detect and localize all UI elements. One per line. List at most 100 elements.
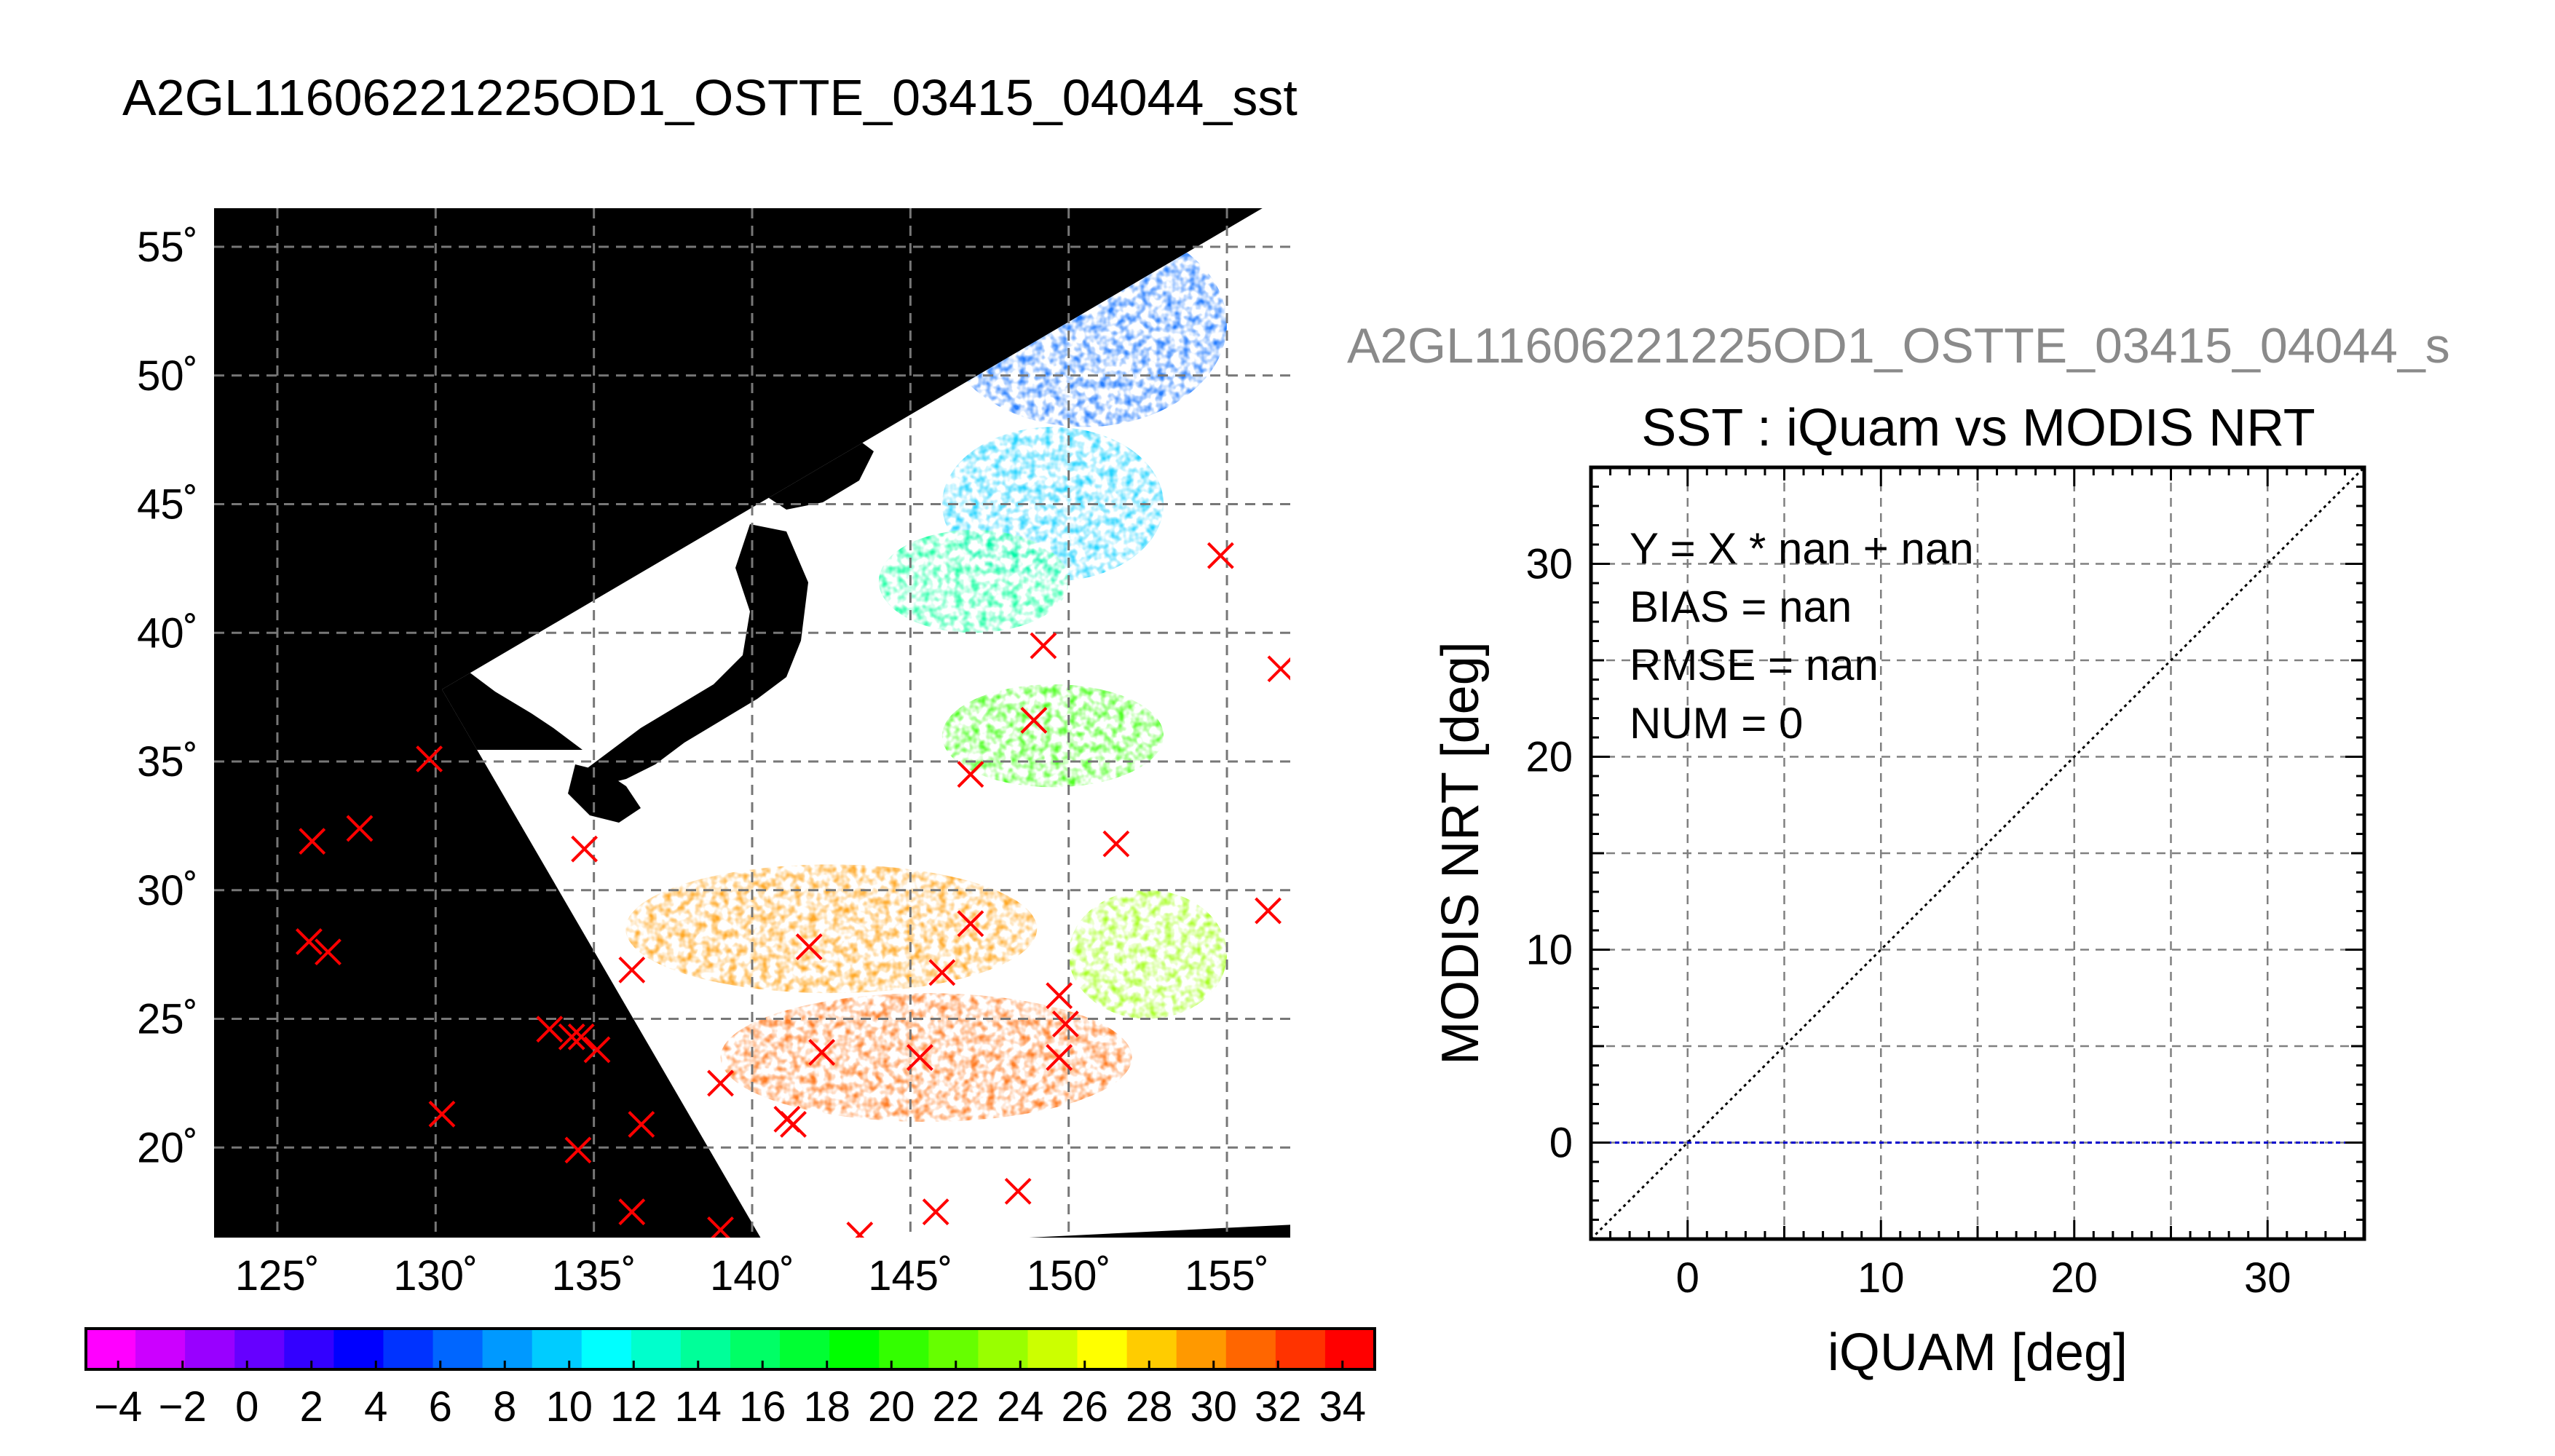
colorbar-tick-label: 16 (739, 1383, 786, 1431)
iquam-marker (295, 928, 323, 955)
land-honshu (583, 524, 808, 786)
iquam-marker (1046, 1044, 1073, 1071)
map-y-tick-label: 25˚ (137, 996, 198, 1043)
colorbar-tick-label: 26 (1061, 1383, 1108, 1431)
colorbar-tick-label: −2 (159, 1383, 207, 1431)
iquam-markers (295, 542, 1290, 1238)
colorbar-cell (1275, 1329, 1326, 1369)
colorbar-cell (780, 1329, 830, 1369)
colorbar-tick-label: 24 (997, 1383, 1044, 1431)
colorbar-tick-label: 28 (1126, 1383, 1173, 1431)
map-x-tick-label: 125˚ (235, 1252, 320, 1299)
colorbar-cell (1324, 1329, 1375, 1369)
iquam-marker (957, 910, 984, 938)
map-x-tick-label: 140˚ (710, 1252, 794, 1299)
iquam-marker (315, 938, 341, 966)
colorbar-tick-label: 4 (364, 1383, 387, 1431)
colorbar-cell (928, 1329, 979, 1369)
map-y-tick-labels: 20˚ 25˚ 30˚ 35˚ 40˚ 45˚ 50˚ 55˚ (137, 223, 198, 1171)
map-grid (214, 208, 1290, 1238)
colorbar-tick-label: 34 (1319, 1383, 1366, 1431)
scatter-series (1590, 466, 2366, 1241)
iquam-marker (1255, 897, 1282, 925)
scatter-frame (1589, 465, 2366, 1241)
iquam-marker (1267, 655, 1290, 683)
iquam-marker (922, 1198, 949, 1226)
colorbar-cell (829, 1329, 880, 1369)
colorbar-cell (234, 1329, 285, 1369)
sst-patch-4 (625, 864, 1038, 994)
scatter-stat-line: RMSE = nan (1630, 641, 1879, 689)
iquam-marker (707, 1069, 734, 1097)
sst-patch-2 (878, 529, 1069, 633)
sst-patch-6 (1068, 890, 1228, 1019)
colorbar-tick-label: 14 (674, 1383, 722, 1431)
scatter-x-tick-label: 30 (2244, 1254, 2291, 1302)
iquam-marker (583, 1036, 611, 1064)
colorbar-tick-label: 22 (932, 1383, 979, 1431)
colorbar-tick-label: 32 (1255, 1383, 1302, 1431)
iquam-marker (846, 1222, 874, 1238)
colorbar-tick-label: 8 (493, 1383, 516, 1431)
colorbar-tick-label: 18 (803, 1383, 850, 1431)
colorbar-cell (879, 1329, 929, 1369)
scatter-x-tick-label: 0 (1676, 1254, 1699, 1302)
iquam-marker (707, 1216, 734, 1238)
iquam-marker (416, 745, 443, 772)
colorbar-cell (532, 1329, 583, 1369)
scatter-grid (1591, 467, 2364, 1239)
colorbar-cell (1027, 1329, 1078, 1369)
scatter-stat-line: BIAS = nan (1630, 582, 1852, 631)
map-x-tick-label: 135˚ (552, 1252, 636, 1299)
colorbar-cell (135, 1329, 186, 1369)
colorbar-cell (631, 1329, 682, 1369)
colorbar-cell (185, 1329, 235, 1369)
scatter-title: SST : iQuam vs MODIS NRT (1641, 399, 2315, 457)
iquam-marker (628, 1111, 655, 1138)
colorbar-cell (581, 1329, 632, 1369)
map-y-tick-label: 30˚ (137, 867, 198, 914)
colorbar-cell (482, 1329, 533, 1369)
iquam-marker (1102, 830, 1130, 858)
map-y-tick-label: 40˚ (137, 609, 198, 657)
sst-patch-3 (941, 684, 1164, 788)
map-y-tick-label: 55˚ (137, 223, 198, 271)
iquam-marker (773, 1105, 801, 1133)
colorbar-tick-label: 30 (1190, 1383, 1237, 1431)
iquam-marker (795, 933, 823, 960)
scatter-x-tick-label: 20 (2050, 1254, 2098, 1302)
colorbar-cell (86, 1329, 136, 1369)
iquam-marker (957, 761, 984, 788)
sst-patch-5 (720, 993, 1132, 1122)
map-y-tick-label: 45˚ (137, 481, 198, 529)
scatter-stat-line: Y = X * nan + nan (1630, 524, 1974, 573)
scatter-x-tick-labels: 0 10 20 30 (1676, 1254, 2291, 1302)
scatter-y-tick-label: 10 (1525, 927, 1573, 974)
one-to-one-line (1590, 466, 2366, 1241)
scatter-y-tick-label: 30 (1525, 541, 1573, 588)
map-y-tick-label: 50˚ (137, 352, 198, 400)
map-x-tick-label: 145˚ (868, 1252, 952, 1299)
map-x-tick-labels: 125˚ 130˚ 135˚ 140˚ 145˚ 150˚ 155˚ (235, 1252, 1269, 1299)
colorbar: −4 −2 0 2 4 6 8 10 12 14 16 18 20 22 24 26 28 30 32 34 (84, 1327, 1376, 1431)
colorbar-frame (84, 1327, 1376, 1371)
scatter-x-axis-label: iQUAM [deg] (1828, 1324, 2128, 1382)
colorbar-cell (730, 1329, 781, 1369)
map-x-tick-label: 130˚ (393, 1252, 478, 1299)
map-y-tick-label: 35˚ (137, 738, 198, 786)
iquam-marker (536, 1016, 564, 1043)
iquam-marker (299, 828, 326, 855)
map-x-tick-label: 150˚ (1027, 1252, 1111, 1299)
iquam-marker (808, 1039, 836, 1066)
iquam-marker (928, 959, 956, 986)
map-x-tick-label: 155˚ (1185, 1252, 1269, 1299)
colorbar-cell (1225, 1329, 1276, 1369)
colorbar-cell (383, 1329, 434, 1369)
colorbar-tick-label: 20 (868, 1383, 915, 1431)
scatter-stats: Y = X * nan + nan BIAS = nan RMSE = nan NUM… (1630, 524, 1974, 748)
iquam-marker (567, 1023, 595, 1051)
iquam-marker (564, 1136, 592, 1164)
figure-title: A2GL11606221225OD1_OSTTE_03415_04044_sst (122, 69, 1298, 126)
iquam-marker (1020, 707, 1048, 734)
iquam-marker (1051, 1010, 1079, 1038)
